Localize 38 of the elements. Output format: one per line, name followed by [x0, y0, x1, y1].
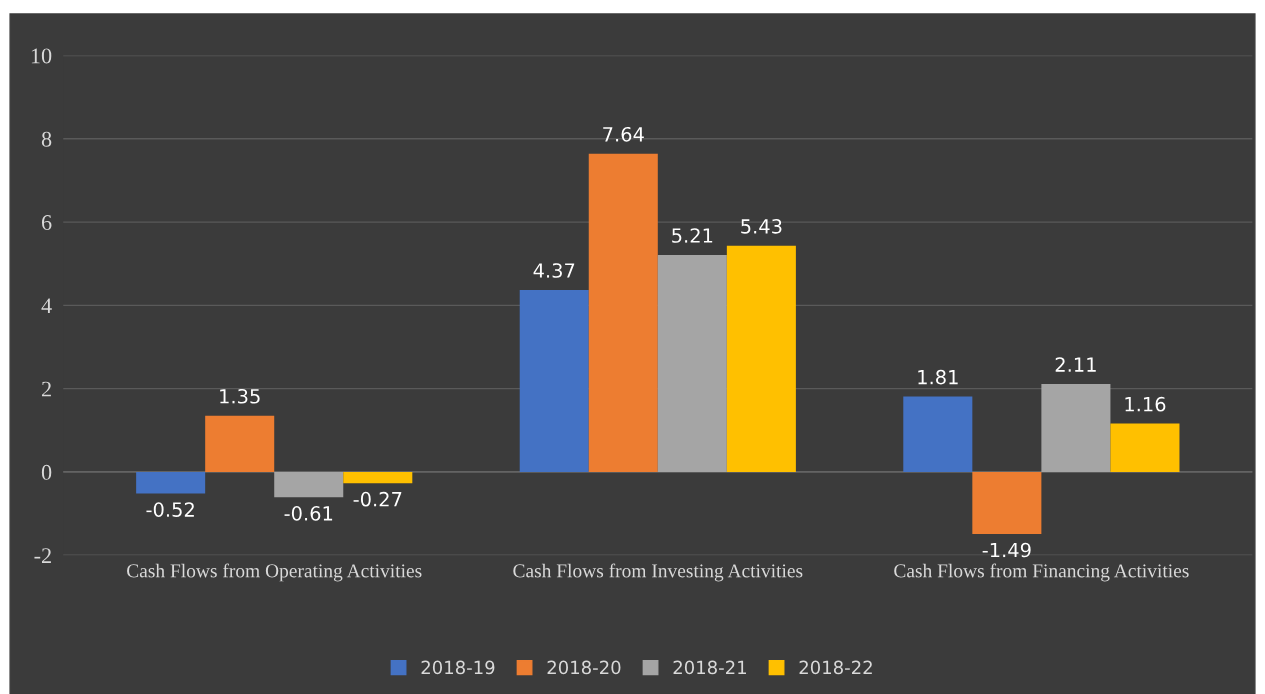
bar: [1110, 423, 1180, 472]
legend-label: 2018-19: [421, 660, 495, 675]
y-tick-label: 10: [31, 48, 52, 64]
data-label: -1.49: [982, 542, 1031, 558]
x-tick-label: Cash Flows from Operating Activities: [127, 563, 422, 582]
bar: [972, 471, 1042, 534]
bar: [519, 289, 589, 472]
data-label: 2.11: [1055, 357, 1096, 372]
legend-label: 2018-21: [673, 660, 746, 675]
bar: [1041, 384, 1111, 472]
bar: [657, 254, 727, 472]
data-label: -0.61: [284, 506, 333, 521]
data-label: 1.81: [918, 369, 958, 385]
x-tick-label: Cash Flows from Financing Activities: [894, 563, 1189, 582]
bar: [136, 471, 206, 494]
x-tick-label: Cash Flows from Investing Activities: [513, 563, 803, 582]
data-label: 5.21: [672, 228, 713, 243]
data-label: 5.43: [741, 219, 782, 234]
legend-label: 2018-20: [547, 660, 621, 675]
bar: [903, 396, 973, 472]
data-label: 4.37: [533, 263, 575, 278]
bar: [274, 471, 344, 498]
data-label: -0.27: [353, 491, 402, 507]
bar: [205, 415, 275, 472]
data-label: 1.16: [1125, 396, 1166, 412]
data-label: 1.35: [220, 388, 260, 404]
y-tick-label: 0: [41, 464, 52, 480]
y-tick-label: 8: [41, 131, 52, 147]
y-tick-label: 6: [41, 215, 52, 231]
y-tick-label: -2: [34, 548, 51, 563]
bar: [588, 153, 658, 472]
y-tick-label: 4: [41, 298, 52, 314]
data-label: 7.64: [603, 126, 644, 142]
bar: [726, 245, 796, 472]
y-tick-label: 2: [42, 381, 51, 397]
legend-label: 2018-22: [799, 660, 872, 675]
bar: [343, 471, 413, 484]
data-label: -0.52: [146, 502, 194, 517]
